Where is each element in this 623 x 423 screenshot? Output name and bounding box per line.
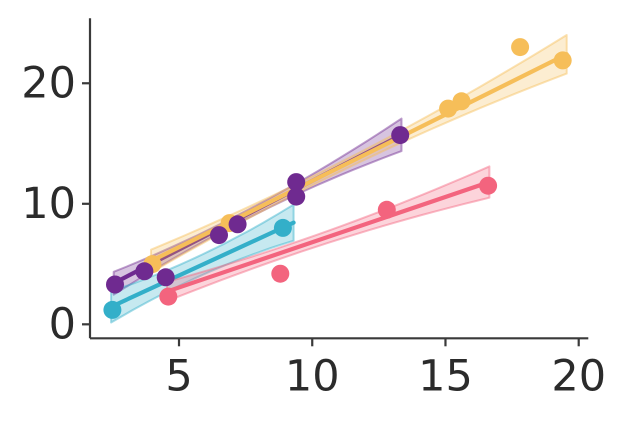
data-point-pink — [271, 264, 290, 283]
regression-line-cyan — [108, 220, 296, 309]
data-point-purple — [210, 226, 228, 245]
x-tick-label: 20 — [551, 351, 606, 401]
data-point-orange — [553, 51, 572, 70]
data-point-pink — [377, 200, 396, 219]
data-point-purple — [287, 187, 306, 206]
data-point-orange — [452, 92, 471, 111]
data-point-purple — [135, 262, 154, 281]
data-point-orange — [511, 38, 530, 57]
confidence-band-pink — [166, 165, 491, 303]
data-point-purple — [106, 275, 124, 294]
x-tick-label: 15 — [418, 351, 473, 401]
data-point-purple — [156, 268, 175, 287]
y-tick-label: 20 — [21, 58, 76, 108]
data-point-orange — [439, 99, 458, 118]
data-point-pink — [479, 176, 498, 195]
regression-line-pink — [164, 179, 492, 294]
x-tick-label: 5 — [165, 351, 192, 401]
data-point-cyan — [273, 218, 292, 237]
data-point-purple — [287, 173, 306, 192]
x-tick-label: 10 — [285, 351, 340, 401]
data-point-cyan — [103, 300, 122, 319]
y-tick-label: 10 — [21, 179, 76, 229]
data-point-purple — [228, 215, 247, 234]
data-point-pink — [159, 287, 178, 306]
y-tick-label: 0 — [49, 299, 76, 349]
data-point-purple — [391, 126, 410, 145]
